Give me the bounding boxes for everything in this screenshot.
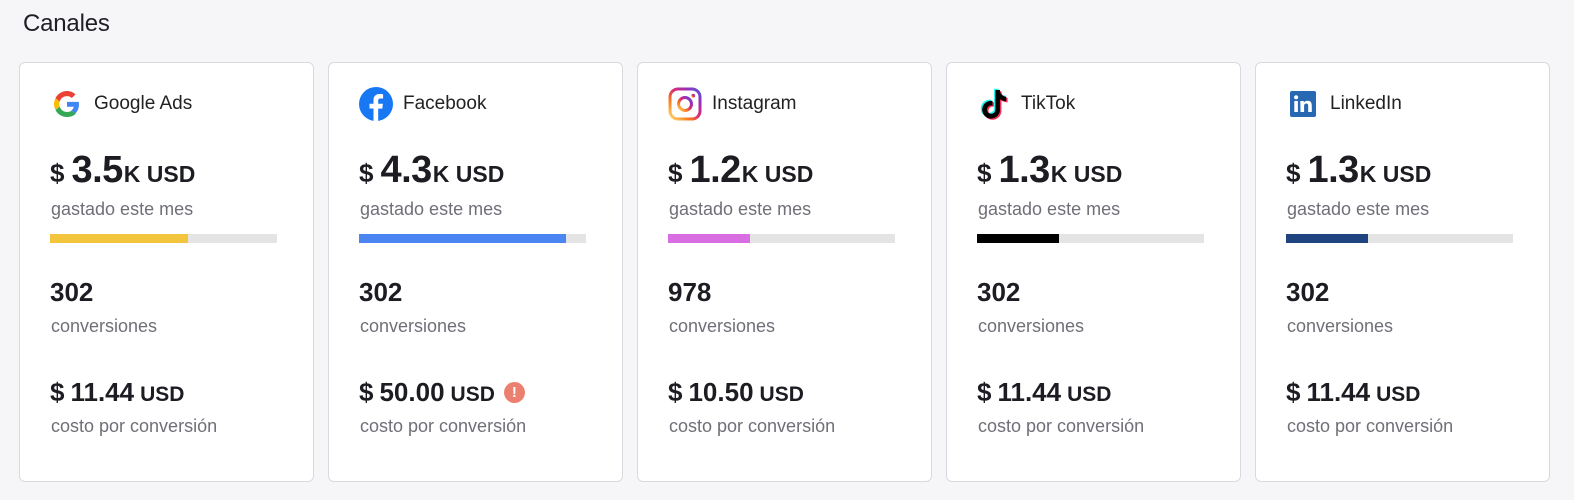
facebook-icon bbox=[359, 87, 393, 121]
conversions-count: 302 bbox=[359, 277, 403, 307]
cpc-label: costo por conversión bbox=[669, 416, 836, 436]
spend-unit: K USD bbox=[741, 161, 814, 187]
cpc-unit: USD bbox=[140, 383, 185, 406]
channel-cards: Google Ads $ 3.5 K USD gastado este mes … bbox=[19, 62, 1550, 482]
conversions-count: 302 bbox=[1286, 277, 1330, 307]
cpc-unit: USD bbox=[1376, 383, 1421, 406]
conversions-label: conversiones bbox=[360, 316, 467, 336]
spend-unit: K USD bbox=[432, 161, 505, 187]
conversions-label: conversiones bbox=[51, 316, 158, 336]
channel-name: Facebook bbox=[403, 93, 487, 114]
conversions-label: conversiones bbox=[1287, 316, 1394, 336]
channel-card-linkedin[interactable]: LinkedIn $ 1.3 K USD gastado este mes 30… bbox=[1255, 62, 1550, 482]
spend-value: 1.3 bbox=[998, 149, 1050, 191]
spend-unit: K USD bbox=[1359, 161, 1432, 187]
spend-progress-bar bbox=[1286, 234, 1513, 243]
card-header: LinkedIn bbox=[1286, 87, 1402, 121]
cpc-currency: $ bbox=[50, 377, 65, 407]
cpc-currency: $ bbox=[359, 377, 374, 407]
cost-per-conversion: $ 50.00 USD ! bbox=[359, 377, 525, 408]
channel-name: TikTok bbox=[1021, 93, 1076, 114]
spend-currency: $ bbox=[977, 158, 992, 188]
cpc-value: 50.00 bbox=[379, 377, 445, 407]
spend-value: 3.5 bbox=[71, 149, 123, 191]
conversions-count: 978 bbox=[668, 277, 712, 307]
card-header: Instagram bbox=[668, 87, 796, 121]
card-header: Facebook bbox=[359, 87, 486, 121]
cpc-value: 11.44 bbox=[1306, 377, 1371, 407]
card-header: Google Ads bbox=[50, 87, 192, 121]
spend-progress-bar bbox=[359, 234, 586, 243]
spend-progress-bar bbox=[977, 234, 1204, 243]
section-title: Canales bbox=[23, 10, 110, 37]
spend-unit: K USD bbox=[123, 161, 196, 187]
spend-value: 1.3 bbox=[1307, 149, 1359, 191]
cpc-label: costo por conversión bbox=[978, 416, 1145, 436]
spend-label: gastado este mes bbox=[360, 199, 503, 219]
conversions-count: 302 bbox=[50, 277, 94, 307]
conversions-count: 302 bbox=[977, 277, 1021, 307]
channel-card-instagram[interactable]: Instagram $ 1.2 K USD gastado este mes 9… bbox=[637, 62, 932, 482]
cost-per-conversion: $ 11.44 USD bbox=[977, 377, 1111, 408]
spend-progress-fill bbox=[668, 234, 750, 243]
cpc-unit: USD bbox=[1067, 383, 1112, 406]
google-icon bbox=[50, 87, 84, 121]
spend-progress-bar bbox=[50, 234, 277, 243]
instagram-icon bbox=[668, 87, 702, 121]
cpc-label: costo por conversión bbox=[360, 416, 527, 436]
spend-label: gastado este mes bbox=[51, 199, 194, 219]
cost-per-conversion: $ 11.44 USD bbox=[1286, 377, 1420, 408]
spend-progress-fill bbox=[359, 234, 566, 243]
cpc-unit: USD bbox=[450, 383, 495, 406]
spend-currency: $ bbox=[668, 158, 683, 188]
channel-name: LinkedIn bbox=[1330, 93, 1402, 114]
cpc-value: 11.44 bbox=[997, 377, 1062, 407]
conversions-label: conversiones bbox=[978, 316, 1085, 336]
channel-name: Google Ads bbox=[94, 93, 193, 114]
cpc-currency: $ bbox=[668, 377, 683, 407]
spend-label: gastado este mes bbox=[978, 199, 1121, 219]
spend-currency: $ bbox=[50, 158, 65, 188]
cost-per-conversion: $ 10.50 USD bbox=[668, 377, 804, 408]
cpc-label: costo por conversión bbox=[51, 416, 218, 436]
spend-progress-bar bbox=[668, 234, 895, 243]
tiktok-icon bbox=[977, 87, 1011, 121]
warning-icon[interactable]: ! bbox=[503, 382, 525, 403]
spend-amount: $ 1.3 K USD bbox=[1286, 149, 1431, 192]
cost-per-conversion: $ 11.44 USD bbox=[50, 377, 184, 408]
spend-currency: $ bbox=[359, 158, 374, 188]
linkedin-icon bbox=[1286, 87, 1320, 121]
spend-progress-fill bbox=[50, 234, 189, 243]
cpc-unit: USD bbox=[759, 383, 804, 406]
spend-label: gastado este mes bbox=[1287, 199, 1430, 219]
channel-name: Instagram bbox=[712, 93, 797, 114]
conversions-label: conversiones bbox=[669, 316, 776, 336]
spend-progress-fill bbox=[1286, 234, 1368, 243]
spend-currency: $ bbox=[1286, 158, 1301, 188]
cpc-currency: $ bbox=[1286, 377, 1301, 407]
channel-card-google-ads[interactable]: Google Ads $ 3.5 K USD gastado este mes … bbox=[19, 62, 314, 482]
spend-value: 1.2 bbox=[689, 149, 741, 191]
cpc-label: costo por conversión bbox=[1287, 416, 1454, 436]
card-header: TikTok bbox=[977, 87, 1075, 121]
channel-card-tiktok[interactable]: TikTok $ 1.3 K USD gastado este mes 302 … bbox=[946, 62, 1241, 482]
spend-value: 4.3 bbox=[380, 149, 432, 191]
spend-amount: $ 3.5 K USD bbox=[50, 149, 195, 192]
spend-unit: K USD bbox=[1050, 161, 1123, 187]
spend-amount: $ 4.3 K USD bbox=[359, 149, 504, 192]
cpc-value: 10.50 bbox=[688, 377, 754, 407]
spend-amount: $ 1.3 K USD bbox=[977, 149, 1122, 192]
cpc-value: 11.44 bbox=[70, 377, 135, 407]
spend-amount: $ 1.2 K USD bbox=[668, 149, 813, 192]
channel-card-facebook[interactable]: Facebook $ 4.3 K USD gastado este mes 30… bbox=[328, 62, 623, 482]
spend-label: gastado este mes bbox=[669, 199, 812, 219]
spend-progress-fill bbox=[977, 234, 1059, 243]
cpc-currency: $ bbox=[977, 377, 992, 407]
